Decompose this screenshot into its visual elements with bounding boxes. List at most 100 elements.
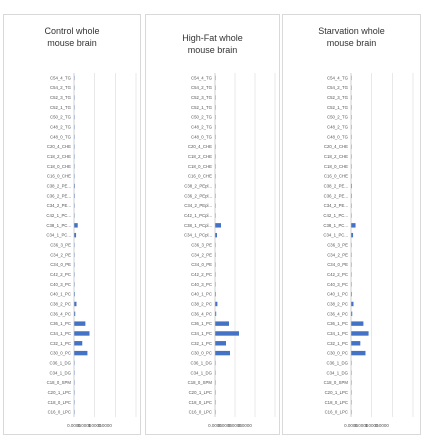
category-label: C36_4_PC [327, 311, 348, 316]
category-label: C34_1_PC [191, 331, 212, 336]
category-label: C42_1_PC... [46, 213, 71, 218]
bar [351, 331, 369, 336]
category-label: C38_1_PC... [323, 223, 348, 228]
category-label: C36_4_PC [50, 311, 71, 316]
category-label: C18_0_CHE [324, 164, 348, 169]
category-label: C50_2_TG [327, 115, 349, 120]
category-label: C42_2_PC [327, 272, 348, 277]
category-label: C18_2_CHE [188, 154, 212, 159]
bar [351, 232, 354, 238]
category-label: C36_3_PE [191, 243, 212, 248]
category-label: C18_0_SPM [188, 380, 213, 385]
category-label: C52_1_TG [50, 105, 72, 110]
category-label: C36_2_PEpl... [184, 193, 212, 198]
category-label: C38_1_PCpl... [184, 223, 212, 228]
bar [215, 341, 226, 346]
category-label: C36_4_PC [191, 311, 212, 316]
category-label: C42_1_PCpl... [184, 213, 212, 218]
category-label: C54_2_TG [327, 85, 349, 90]
chart-title: Starvation whole mouse brain [318, 26, 385, 48]
category-label: C18_0_CHE [188, 164, 212, 169]
category-label: C36_1_DG [50, 360, 72, 365]
category-label: C16_0_CHE [188, 174, 212, 179]
category-label: C18_0_SPM [324, 380, 349, 385]
category-label: C34_2_PE... [47, 203, 71, 208]
category-label: C34_2_PE... [324, 203, 348, 208]
category-label: C32_1_PC [327, 341, 348, 346]
category-label: C38_2_PE... [324, 184, 348, 189]
category-label: C40_3_PC [327, 282, 348, 287]
bar [351, 193, 352, 199]
bar-chart-starvation: C54_4_TG C54_2_TG C52_3_TG C52_1_TG C50_2_TG… [323, 73, 414, 428]
bar [215, 291, 216, 297]
category-label: C38_2_PC [191, 301, 212, 306]
category-label: C16_0_LPC [48, 410, 71, 415]
bar [215, 350, 230, 356]
category-label: C40_1_PC [327, 292, 348, 297]
bar-chart-high-fat: C54_4_TG C54_2_TG C52_3_TG C52_1_TG C50_2_TG… [184, 73, 276, 428]
x-tick-label: 0.0000 [77, 423, 91, 428]
category-label: C16_0_LPC [325, 410, 348, 415]
chart-panel-starvation: Starvation whole mouse brain C54_4_TG C54… [282, 14, 421, 435]
chart-title: High-Fat whole mouse brain [182, 33, 243, 55]
category-label: C54_2_TG [191, 85, 213, 90]
category-label: C34_1_DG [50, 370, 72, 375]
category-label: C36_1_DG [327, 360, 349, 365]
category-label: C34_1_PC... [323, 233, 348, 238]
category-label: C36_3_PE [50, 243, 71, 248]
bar [74, 183, 75, 189]
category-label: C18_0_LPC [189, 400, 212, 405]
bar [215, 321, 229, 326]
category-label: C54_4_TG [191, 75, 213, 80]
category-label: C36_3_PE [327, 243, 348, 248]
category-label: C42_1_PC... [323, 213, 348, 218]
x-tick-label: 0.0000 [228, 423, 242, 428]
category-label: C42_2_PC [191, 272, 212, 277]
category-label: C34_1_PC [50, 331, 71, 336]
category-label: C18_2_CHE [47, 154, 71, 159]
category-label: C36_1_DG [191, 360, 213, 365]
bar [351, 321, 364, 326]
chart-panel-control: Control whole mouse brain C54_4_TG C54_2_… [3, 14, 141, 435]
bar [215, 311, 217, 317]
x-tick-label: 0.0000 [67, 423, 81, 428]
x-tick-label: 0.0000 [375, 423, 389, 428]
category-label: C36_2_PE... [324, 193, 348, 198]
category-label: C16_0_LPC [189, 410, 212, 415]
bar [215, 223, 221, 228]
category-label: C40_1_PC [191, 292, 212, 297]
category-label: C20_1_LPC [48, 390, 71, 395]
x-tick-label: 0.0000 [88, 423, 102, 428]
bar [74, 193, 75, 199]
x-tick-label: 0.0000 [344, 423, 358, 428]
category-label: C34_0_PE [50, 262, 71, 267]
category-label: C52_3_TG [50, 95, 72, 100]
bar [74, 341, 83, 346]
category-label: C20_4_CHE [188, 144, 212, 149]
chart-panel-high-fat: High-Fat whole mouse brain C54_4_TG C54_2… [145, 14, 280, 435]
bar [215, 301, 218, 307]
category-label: C48_0_TG [50, 134, 72, 139]
category-label: C34_1_PC [327, 331, 348, 336]
category-label: C32_1_PC [191, 341, 212, 346]
x-tick-label: 0.0000 [365, 423, 379, 428]
bar [351, 311, 353, 317]
category-label: C36_1_PC [327, 321, 348, 326]
bar [74, 321, 86, 326]
category-label: C34_0_PE [191, 262, 212, 267]
category-label: C20_4_CHE [47, 144, 71, 149]
bar [74, 232, 77, 238]
category-label: C18_0_LPC [48, 400, 71, 405]
x-tick-label: 0.0000 [238, 423, 252, 428]
category-label: C38_2_PC [50, 301, 71, 306]
bar [351, 183, 352, 189]
category-label: C18_0_SPM [47, 380, 72, 385]
category-label: C38_2_PE... [47, 184, 71, 189]
category-label: C54_4_TG [327, 75, 349, 80]
category-label: C20_4_CHE [324, 144, 348, 149]
bar [74, 291, 75, 297]
category-label: C34_1_PC... [46, 233, 71, 238]
category-label: C38_2_PEpl... [184, 184, 212, 189]
bar-chart-control: C54_4_TG C54_2_TG C52_3_TG C52_1_TG C50_2_TG… [46, 73, 137, 428]
bar [215, 331, 239, 336]
